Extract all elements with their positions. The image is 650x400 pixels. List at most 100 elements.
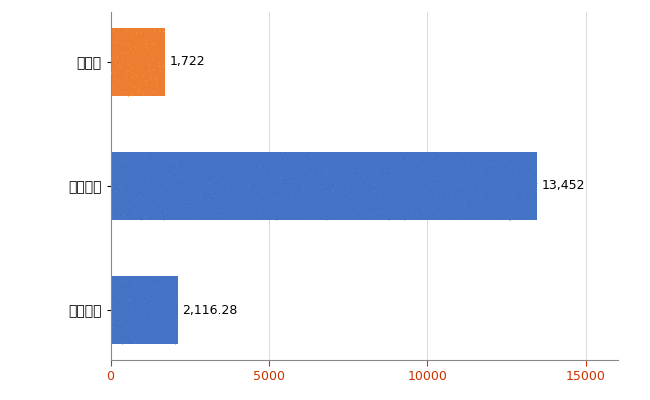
- Point: [355, 150, 365, 157]
- Point: [160, 338, 170, 344]
- Point: [292, 157, 303, 163]
- Point: [123, 61, 133, 67]
- Point: [118, 155, 129, 161]
- Point: [154, 197, 164, 203]
- Point: [508, 182, 518, 189]
- Point: [138, 313, 149, 320]
- Point: [410, 189, 420, 195]
- Point: [460, 181, 470, 187]
- Point: [253, 208, 263, 214]
- Point: [110, 334, 120, 340]
- Point: [115, 157, 125, 164]
- Point: [203, 196, 213, 203]
- Point: [121, 177, 131, 183]
- Point: [126, 35, 136, 41]
- Point: [148, 307, 159, 313]
- Point: [121, 92, 131, 98]
- Point: [140, 280, 151, 286]
- Point: [148, 283, 158, 289]
- Point: [294, 209, 304, 215]
- Point: [511, 166, 521, 173]
- Point: [115, 175, 125, 182]
- Point: [354, 167, 365, 173]
- Point: [106, 312, 116, 318]
- Point: [154, 333, 164, 340]
- Point: [287, 150, 297, 157]
- Point: [206, 189, 216, 196]
- Point: [158, 288, 168, 294]
- Point: [477, 166, 488, 172]
- Point: [388, 182, 398, 188]
- Point: [120, 160, 130, 166]
- Point: [120, 157, 130, 163]
- Point: [363, 163, 374, 170]
- Point: [448, 216, 459, 222]
- Point: [150, 192, 161, 198]
- Point: [131, 28, 142, 35]
- Point: [157, 168, 167, 175]
- Point: [114, 317, 125, 324]
- Point: [437, 158, 448, 165]
- Point: [118, 49, 128, 55]
- Point: [116, 205, 127, 211]
- Point: [266, 165, 276, 172]
- Point: [274, 150, 285, 157]
- Point: [298, 152, 309, 158]
- Point: [280, 186, 290, 192]
- Point: [133, 194, 144, 200]
- Point: [378, 167, 389, 174]
- Point: [473, 161, 484, 167]
- Point: [272, 200, 283, 207]
- Point: [396, 174, 406, 181]
- Point: [326, 163, 337, 170]
- Point: [343, 193, 354, 199]
- Point: [488, 214, 498, 221]
- Point: [346, 186, 357, 192]
- Point: [118, 338, 128, 345]
- Point: [133, 88, 143, 94]
- Point: [195, 201, 205, 208]
- Point: [447, 208, 457, 214]
- Point: [471, 190, 482, 196]
- Point: [113, 168, 124, 174]
- Point: [266, 156, 276, 163]
- Point: [220, 167, 230, 174]
- Point: [407, 210, 417, 216]
- Point: [380, 162, 390, 168]
- Point: [485, 211, 495, 218]
- Point: [385, 159, 395, 165]
- Point: [106, 304, 116, 310]
- Point: [117, 183, 127, 190]
- Point: [325, 172, 335, 178]
- Point: [311, 216, 321, 222]
- Point: [180, 182, 190, 188]
- Point: [319, 188, 330, 194]
- Point: [130, 280, 140, 286]
- Point: [314, 165, 324, 171]
- Point: [156, 318, 166, 324]
- Point: [477, 203, 488, 210]
- Point: [125, 197, 135, 203]
- Point: [148, 212, 158, 219]
- Point: [168, 158, 178, 164]
- Point: [274, 174, 285, 180]
- Point: [472, 161, 482, 167]
- Point: [207, 192, 218, 198]
- Point: [222, 186, 233, 192]
- Point: [530, 165, 540, 171]
- Point: [396, 212, 407, 218]
- Point: [378, 151, 389, 158]
- Point: [146, 50, 157, 57]
- Point: [405, 191, 415, 198]
- Point: [127, 334, 138, 341]
- Point: [111, 315, 121, 321]
- Point: [369, 212, 379, 218]
- Point: [460, 176, 471, 182]
- Point: [164, 158, 174, 165]
- Point: [350, 193, 360, 199]
- Point: [295, 198, 306, 204]
- Point: [443, 194, 453, 200]
- Point: [224, 206, 235, 213]
- Point: [124, 330, 135, 337]
- Point: [147, 303, 157, 309]
